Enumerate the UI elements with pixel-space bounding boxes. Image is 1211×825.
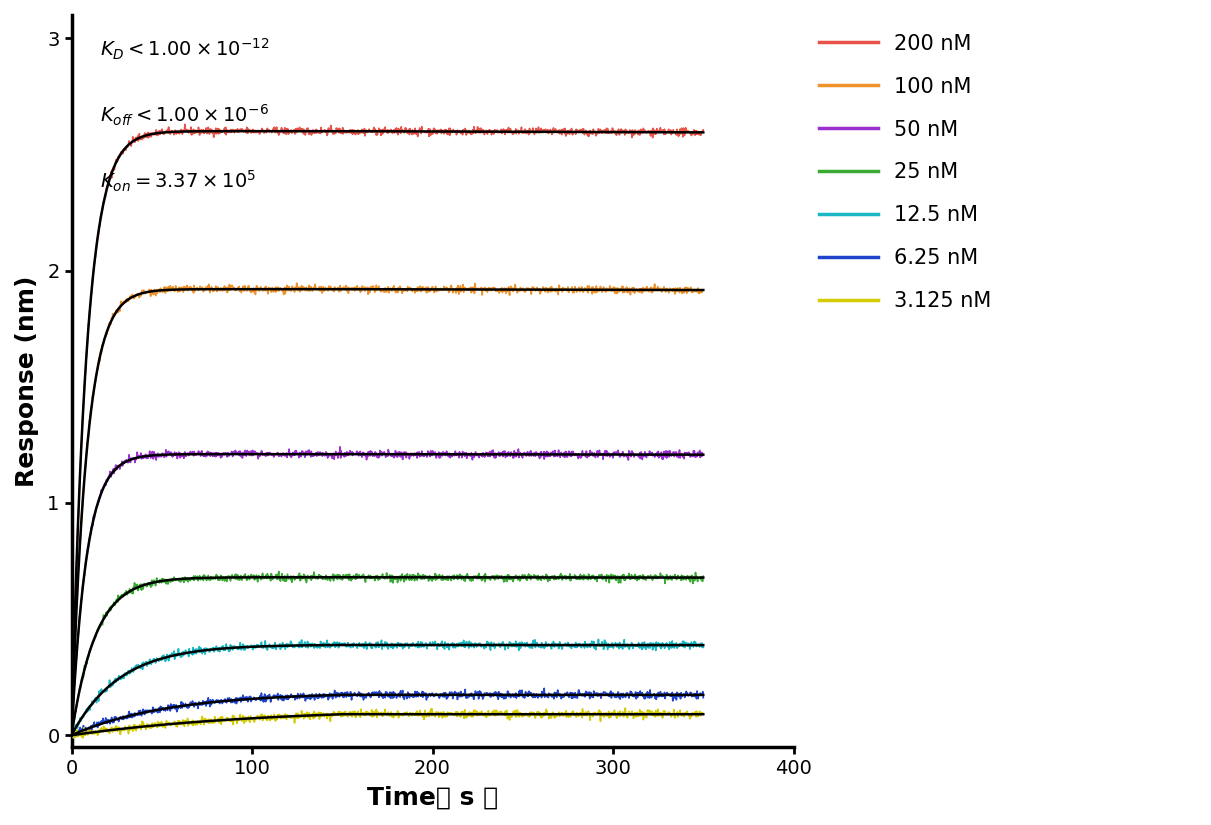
X-axis label: Time（ s ）: Time（ s ）	[367, 786, 498, 810]
Text: $K_{off}<1.00\times10^{-6}$: $K_{off}<1.00\times10^{-6}$	[101, 103, 269, 128]
Text: $K_{on}=3.37\times10^{5}$: $K_{on}=3.37\times10^{5}$	[101, 168, 257, 194]
Text: $K_D<1.00\times10^{-12}$: $K_D<1.00\times10^{-12}$	[101, 37, 270, 62]
Y-axis label: Response (nm): Response (nm)	[15, 276, 39, 487]
Legend: 200 nM, 100 nM, 50 nM, 25 nM, 12.5 nM, 6.25 nM, 3.125 nM: 200 nM, 100 nM, 50 nM, 25 nM, 12.5 nM, 6…	[811, 26, 1000, 319]
